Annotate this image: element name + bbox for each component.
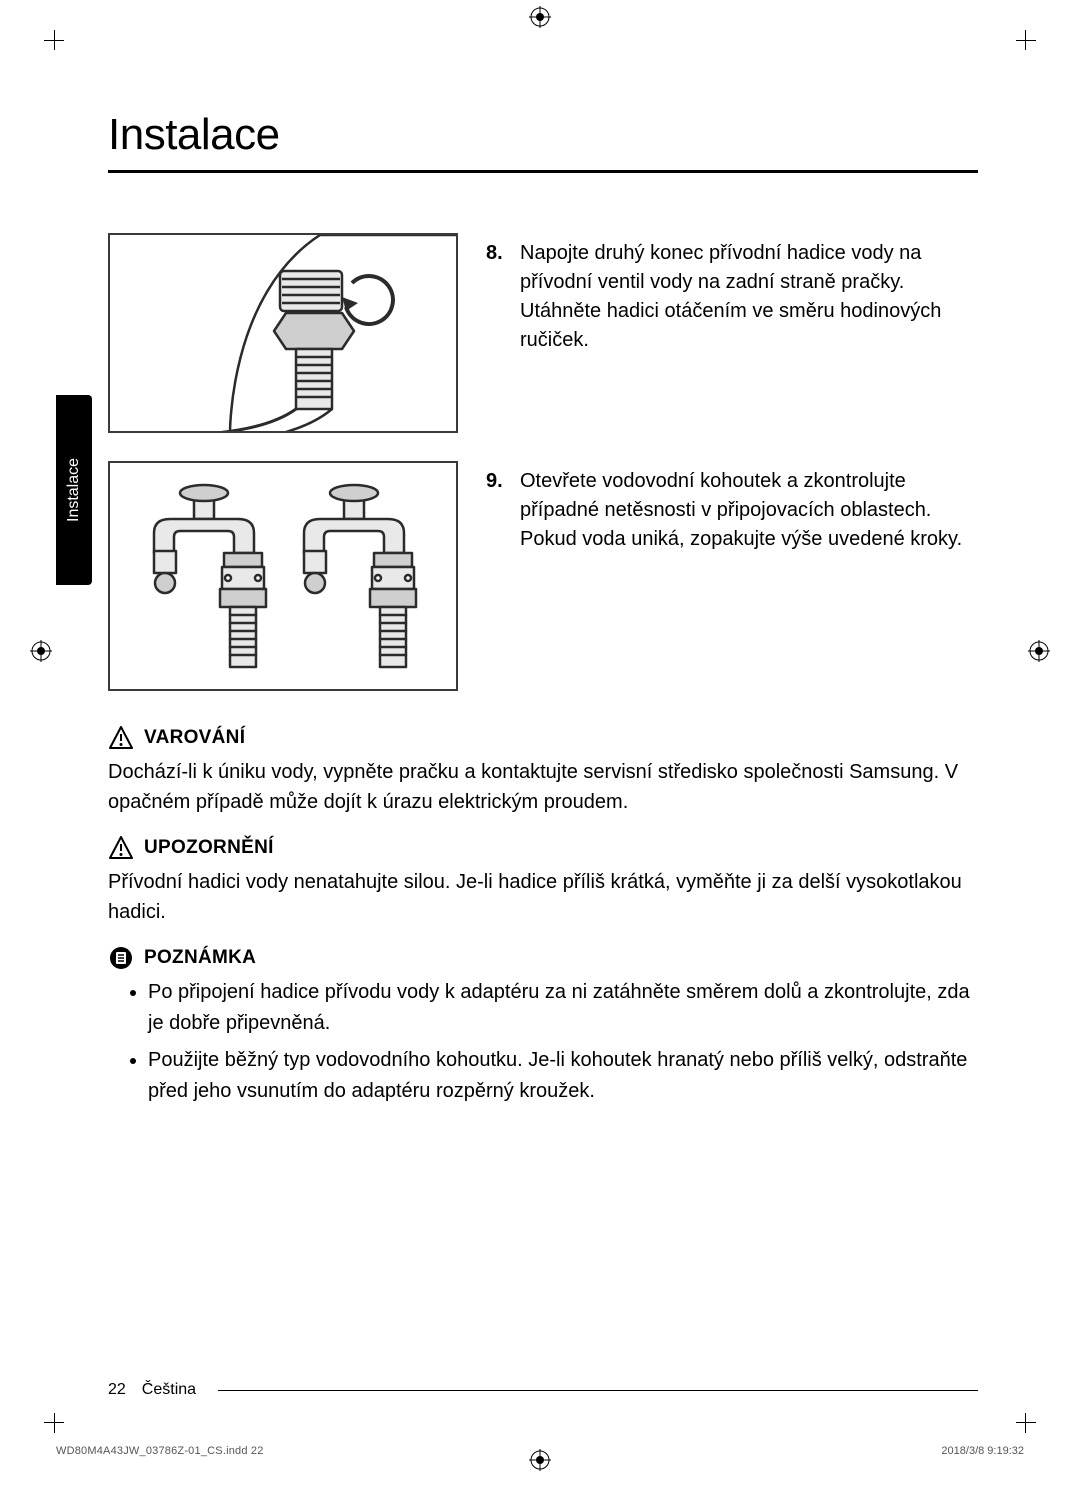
warning-text: Dochází-li k úniku vody, vypněte pračku … xyxy=(108,757,978,817)
page-number: 22 xyxy=(108,1381,126,1399)
page-language: Čeština xyxy=(142,1381,196,1399)
page-footer: 22 Čeština xyxy=(108,1381,978,1399)
note-item: Po připojení hadice přívodu vody k adapt… xyxy=(148,977,978,1039)
registration-mark-bottom xyxy=(529,1449,551,1471)
footer-rule xyxy=(218,1390,978,1391)
caution-label: UPOZORNĚNÍ xyxy=(144,837,274,859)
page-title: Instalace xyxy=(108,110,978,173)
step-number: 8. xyxy=(486,239,510,355)
registration-mark-top xyxy=(529,6,551,28)
crop-mark xyxy=(44,1403,74,1433)
crop-mark xyxy=(44,30,74,60)
illustration-hose-to-valve xyxy=(108,233,458,433)
step-8: 8. Napojte druhý konec přívodní hadice v… xyxy=(108,233,978,433)
note-icon xyxy=(108,945,134,971)
imprint-filename: WD80M4A43JW_03786Z-01_CS.indd 22 xyxy=(56,1445,264,1457)
warning-icon xyxy=(108,725,134,751)
illustration-faucet-check xyxy=(108,461,458,691)
crop-mark xyxy=(1006,1403,1036,1433)
crop-mark xyxy=(1006,30,1036,60)
caution-text: Přívodní hadici vody nenatahujte silou. … xyxy=(108,867,978,927)
step-text: Napojte druhý konec přívodní hadice vody… xyxy=(520,239,978,355)
note-item: Použijte běžný typ vodovodního kohoutku.… xyxy=(148,1045,978,1107)
section-tab: Instalace xyxy=(56,395,92,585)
caution-icon xyxy=(108,835,134,861)
imprint-timestamp: 2018/3/8 9:19:32 xyxy=(941,1445,1024,1457)
warning-label: VAROVÁNÍ xyxy=(144,727,245,749)
step-number: 9. xyxy=(486,467,510,554)
warning-block: VAROVÁNÍ Dochází-li k úniku vody, vypnět… xyxy=(108,725,978,1107)
note-list: Po připojení hadice přívodu vody k adapt… xyxy=(108,977,978,1107)
step-9: 9. Otevřete vodovodní kohoutek a zkontro… xyxy=(108,461,978,691)
registration-mark-left xyxy=(30,640,52,662)
step-text: Otevřete vodovodní kohoutek a zkontroluj… xyxy=(520,467,978,554)
registration-mark-right xyxy=(1028,640,1050,662)
note-label: POZNÁMKA xyxy=(144,947,256,969)
